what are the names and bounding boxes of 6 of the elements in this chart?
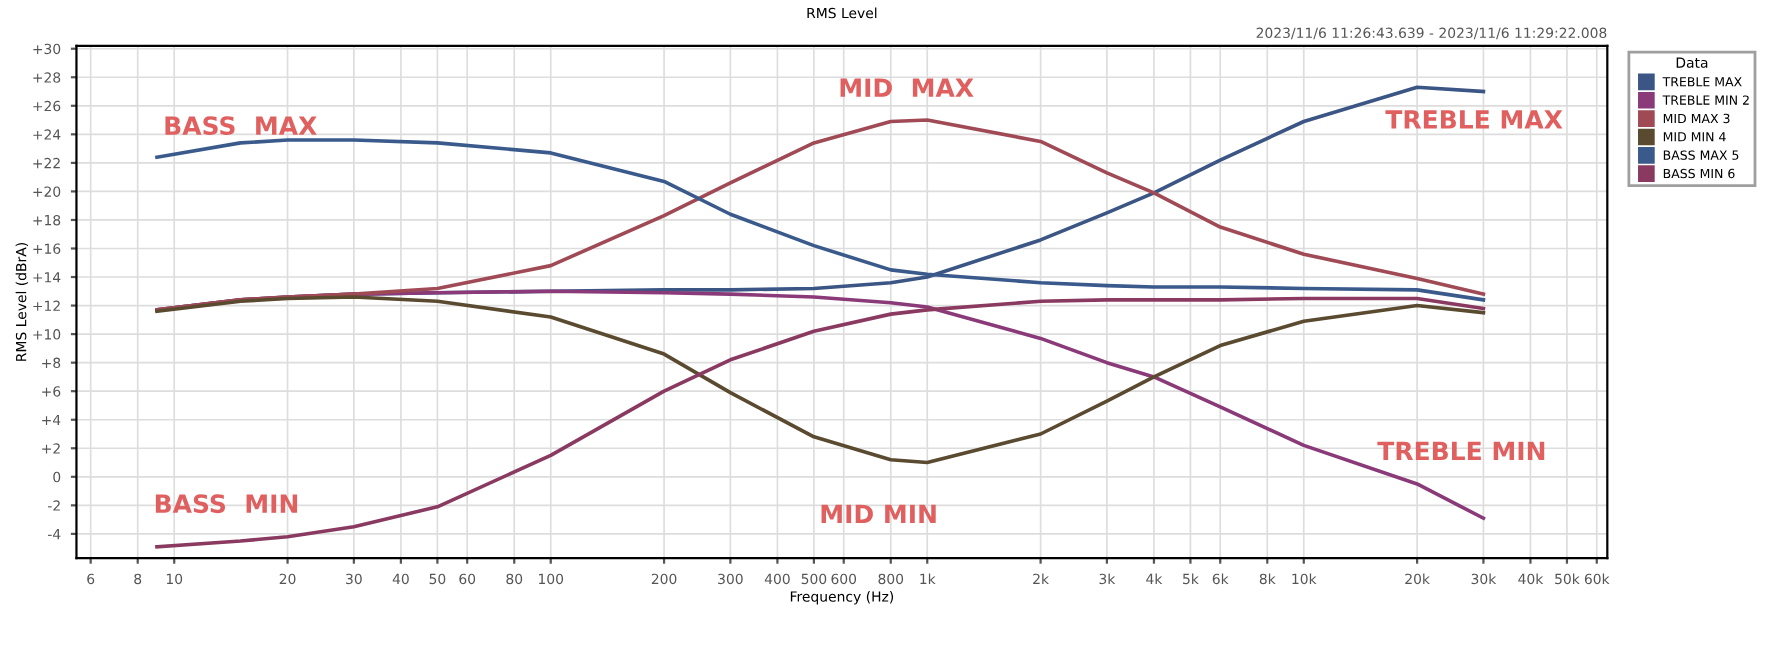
annotation: MID MIN	[821, 504, 936, 524]
annotation: MID MAX	[840, 78, 974, 97]
annotation: BASS MAX	[165, 116, 317, 136]
annotation: TREBLE MAX	[1385, 110, 1563, 129]
annotation: BASS MIN	[155, 494, 298, 514]
annotation: TREBLE MIN	[1377, 441, 1545, 461]
